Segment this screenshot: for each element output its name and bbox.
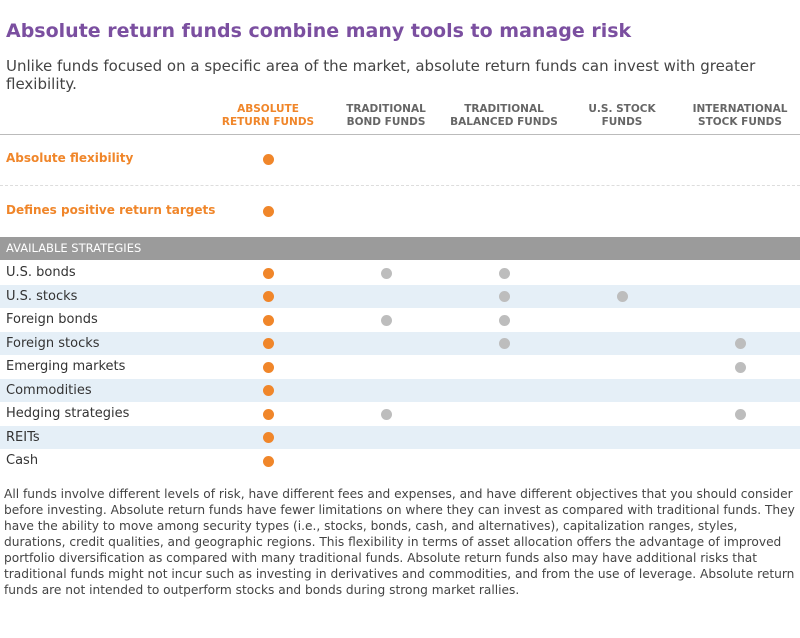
column-header: TRADITIONAL BOND FUNDS (346, 103, 426, 128)
column-header: ABSOLUTE RETURN FUNDS (221, 103, 315, 128)
dot (498, 291, 510, 302)
strategy-label: Commodities (6, 382, 92, 398)
strategy-label: U.S. bonds (6, 265, 76, 280)
footnote: All funds involve different levels of ri… (4, 487, 795, 597)
column-header: U.S. STOCK FUNDS (588, 103, 656, 128)
dot (262, 361, 274, 373)
title: Absolute return funds combine many tools… (6, 20, 632, 42)
dot (498, 267, 510, 279)
dot (498, 338, 510, 349)
column-header: INTERNATIONAL STOCK FUNDS (692, 103, 788, 128)
dot (616, 291, 628, 302)
row-band (0, 284, 800, 308)
dot (262, 338, 274, 349)
dot (262, 205, 274, 217)
dot (262, 153, 274, 165)
strategy-label: Foreign bonds (6, 312, 98, 327)
dot (262, 314, 274, 326)
dot (380, 267, 392, 279)
strategy-label: Emerging markets (6, 359, 126, 374)
dot (262, 291, 274, 302)
dot (380, 408, 392, 420)
dot (262, 408, 274, 420)
dot (380, 314, 392, 326)
dot (734, 338, 746, 349)
feature-label: Defines positive return targets (6, 203, 216, 217)
row-band (0, 425, 800, 449)
dot (262, 267, 274, 279)
row-band (0, 331, 800, 355)
strategy-label: U.S. stocks (6, 288, 78, 304)
header-rule (0, 134, 800, 135)
dot (262, 455, 274, 467)
row-band (0, 378, 800, 402)
dot (734, 408, 746, 420)
feature-label: Absolute flexibility (6, 151, 134, 165)
dot (734, 361, 746, 373)
strategy-label: Foreign stocks (6, 335, 100, 351)
strategy-label: Hedging strategies (6, 406, 130, 421)
divider (0, 185, 800, 186)
subtitle: Unlike funds focused on a specific area … (6, 57, 756, 93)
dot (262, 385, 274, 396)
dot (262, 432, 274, 443)
section-header: AVAILABLE STRATEGIES (0, 237, 800, 260)
strategy-label: Cash (6, 453, 39, 468)
column-header: TRADITIONAL BALANCED FUNDS (450, 103, 558, 128)
strategy-label: REITs (6, 429, 40, 445)
dot (498, 314, 510, 326)
